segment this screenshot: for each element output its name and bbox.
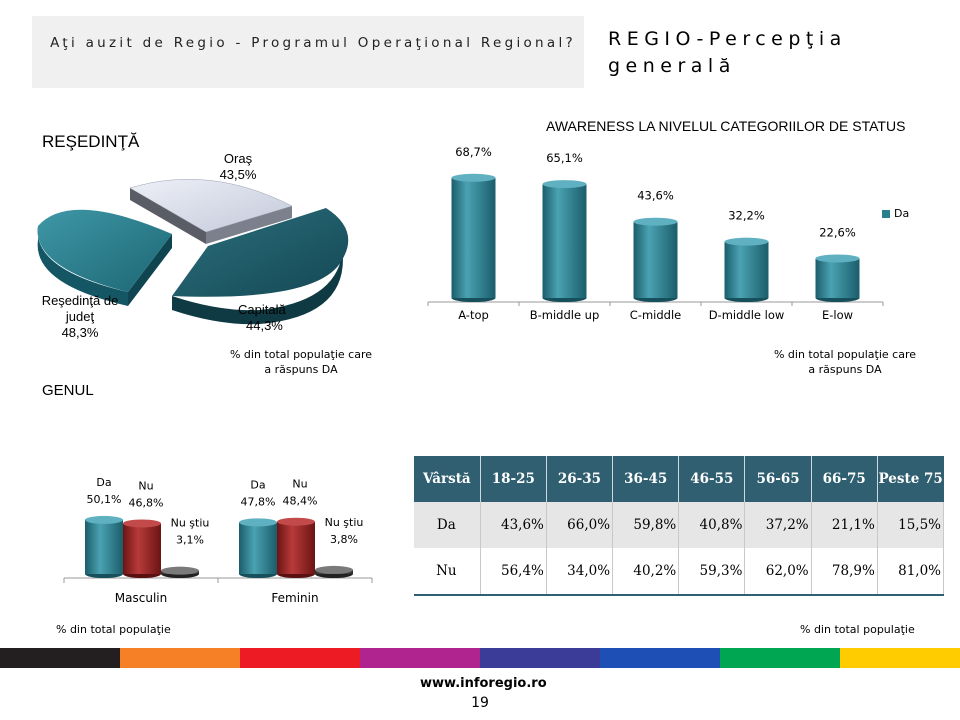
- age-cell: 21,1%: [811, 502, 878, 548]
- footer-url[interactable]: www.inforegio.ro: [420, 676, 547, 691]
- gender-data-label-0-0: 50,1%: [87, 493, 122, 506]
- gender-bar-1-2: [315, 565, 353, 578]
- pie-label-resedinta: Reşedinţă de judeţ: [41, 293, 119, 324]
- status-bar-2: [633, 217, 678, 302]
- gender-bar-chart: Da 50,1% Nu 46,8% Nu ştiu 3,1% Masculin Da 47,8%…: [63, 476, 373, 605]
- stripe-segment-6: [720, 648, 840, 668]
- age-col-header-4: 46-55: [678, 456, 746, 502]
- age-cell: 34,0%: [546, 548, 614, 596]
- gender-bar-0-1: [123, 519, 161, 578]
- pie-slice-resedinta: [37, 209, 172, 306]
- gender-chart-title: GENUL: [42, 382, 94, 399]
- age-cell: 81,0%: [877, 548, 945, 596]
- legend-swatch-da: [882, 210, 890, 218]
- gender-category-label-0: Masculin: [115, 591, 167, 605]
- stripe-segment-5: [600, 648, 720, 668]
- gender-series-label-0-1: Nu: [138, 479, 153, 492]
- color-stripe: [0, 648, 960, 668]
- residence-pie-chart: [37, 179, 349, 325]
- gender-bar-0-2: [161, 566, 199, 578]
- age-col-header-7: Peste 75: [877, 456, 944, 502]
- gender-series-label-0-0: Da: [96, 476, 111, 489]
- gender-series-label-1-2: Nu ştiu: [325, 516, 364, 529]
- gender-data-label-1-2: 3,8%: [330, 533, 358, 546]
- age-cell: 66,0%: [546, 502, 614, 548]
- age-cell: 37,2%: [744, 502, 812, 548]
- age-cell: 59,3%: [678, 548, 746, 596]
- status-category-label-4: E-low: [822, 308, 853, 322]
- status-data-label-2: 43,6%: [637, 189, 674, 203]
- age-table: Vârstă 18-25 26-35 36-45 46-55 56-65 66-75 Pest…: [414, 456, 945, 596]
- pie-label-capitala: Capitală: [238, 302, 286, 317]
- gender-data-label-1-1: 48,4%: [283, 495, 318, 508]
- stripe-segment-0: [0, 648, 120, 668]
- age-row-label: Da: [414, 502, 481, 548]
- gender-series-label-1-1: Nu: [292, 478, 307, 491]
- table-row: Nu 56,4% 34,0% 40,2% 59,3% 62,0% 78,9% 81,0%: [414, 548, 945, 596]
- age-col-header-6: 66-75: [811, 456, 878, 502]
- stripe-segment-4: [480, 648, 600, 668]
- pie-slice-capitala: [172, 208, 349, 325]
- status-bar-1: [542, 180, 587, 302]
- age-cell: 78,9%: [811, 548, 878, 596]
- status-bar-0: [451, 173, 496, 302]
- status-bar-3: [724, 237, 769, 302]
- age-col-header-3: 36-45: [612, 456, 680, 502]
- age-row-label: Nu: [414, 548, 481, 596]
- residence-note: % din total populaţie care a răspuns DA: [229, 348, 373, 376]
- pie-value-capitala: 44,3%: [246, 318, 283, 333]
- page-number: 19: [471, 695, 489, 711]
- status-category-label-3: D-middle low: [709, 308, 785, 322]
- gender-data-label-0-1: 46,8%: [129, 496, 164, 509]
- page-title: REGIO-Percepţia generală: [608, 28, 847, 77]
- age-col-header-5: 56-65: [744, 456, 812, 502]
- survey-question: Aţi auzit de Regio - Programul Operaţion…: [50, 35, 576, 51]
- stripe-segment-7: [840, 648, 960, 668]
- age-cell: 43,6%: [480, 502, 547, 548]
- status-chart-title: AWARENESS LA NIVELUL CATEGORIILOR DE STA…: [546, 118, 906, 134]
- gender-bar-0-0: [85, 515, 123, 578]
- stripe-segment-3: [360, 648, 480, 668]
- gender-series-label-1-0: Da: [250, 478, 265, 491]
- status-note: % din total populaţie care a răspuns DA: [773, 348, 917, 376]
- age-note: % din total populaţie: [800, 623, 915, 636]
- age-col-header-0: Vârstă: [414, 456, 481, 502]
- age-table-header: Vârstă 18-25 26-35 36-45 46-55 56-65 66-75 Pest…: [414, 456, 944, 502]
- pie-value-oras: 43,5%: [219, 167, 257, 182]
- gender-series-label-0-2: Nu ştiu: [171, 517, 210, 530]
- gender-bar-1-1: [277, 517, 315, 578]
- age-col-header-2: 26-35: [546, 456, 614, 502]
- status-category-label-0: A-top: [458, 308, 489, 322]
- gender-note: % din total populaţie: [56, 623, 171, 636]
- gender-data-label-0-2: 3,1%: [176, 534, 204, 547]
- status-legend: Da: [882, 207, 909, 220]
- status-bar-4: [815, 254, 860, 302]
- gender-bar-1-0: [239, 518, 277, 578]
- age-col-header-1: 18-25: [480, 456, 547, 502]
- age-cell: 40,8%: [678, 502, 746, 548]
- status-data-label-4: 22,6%: [819, 225, 856, 239]
- residence-chart-title: REŞEDINŢĂ: [42, 132, 140, 151]
- gender-data-label-1-0: 47,8%: [241, 495, 276, 508]
- age-cell: 62,0%: [744, 548, 812, 596]
- pie-label-oras: Oraş: [223, 151, 253, 166]
- status-data-label-0: 68,7%: [455, 145, 492, 159]
- status-data-label-1: 65,1%: [546, 151, 583, 165]
- age-cell: 56,4%: [480, 548, 547, 596]
- age-cell: 40,2%: [612, 548, 680, 596]
- status-data-label-3: 32,2%: [728, 209, 765, 223]
- legend-label-da: Da: [894, 207, 910, 220]
- header-banner: [32, 16, 584, 88]
- status-category-label-1: B-middle up: [530, 308, 600, 322]
- stripe-segment-1: [120, 648, 240, 668]
- age-cell: 59,8%: [612, 502, 680, 548]
- status-bar-chart: 68,7% A-top 65,1% B-middle up 43,6% C-middle 3…: [427, 145, 884, 322]
- stripe-segment-2: [240, 648, 360, 668]
- pie-value-resedinta: 48,3%: [61, 325, 99, 340]
- pie-slice-oras: [129, 179, 293, 244]
- table-row: Da 43,6% 66,0% 59,8% 40,8% 37,2% 21,1% 15,5%: [414, 502, 945, 548]
- status-category-label-2: C-middle: [630, 308, 681, 322]
- gender-category-label-1: Feminin: [271, 591, 318, 605]
- age-cell: 15,5%: [877, 502, 945, 548]
